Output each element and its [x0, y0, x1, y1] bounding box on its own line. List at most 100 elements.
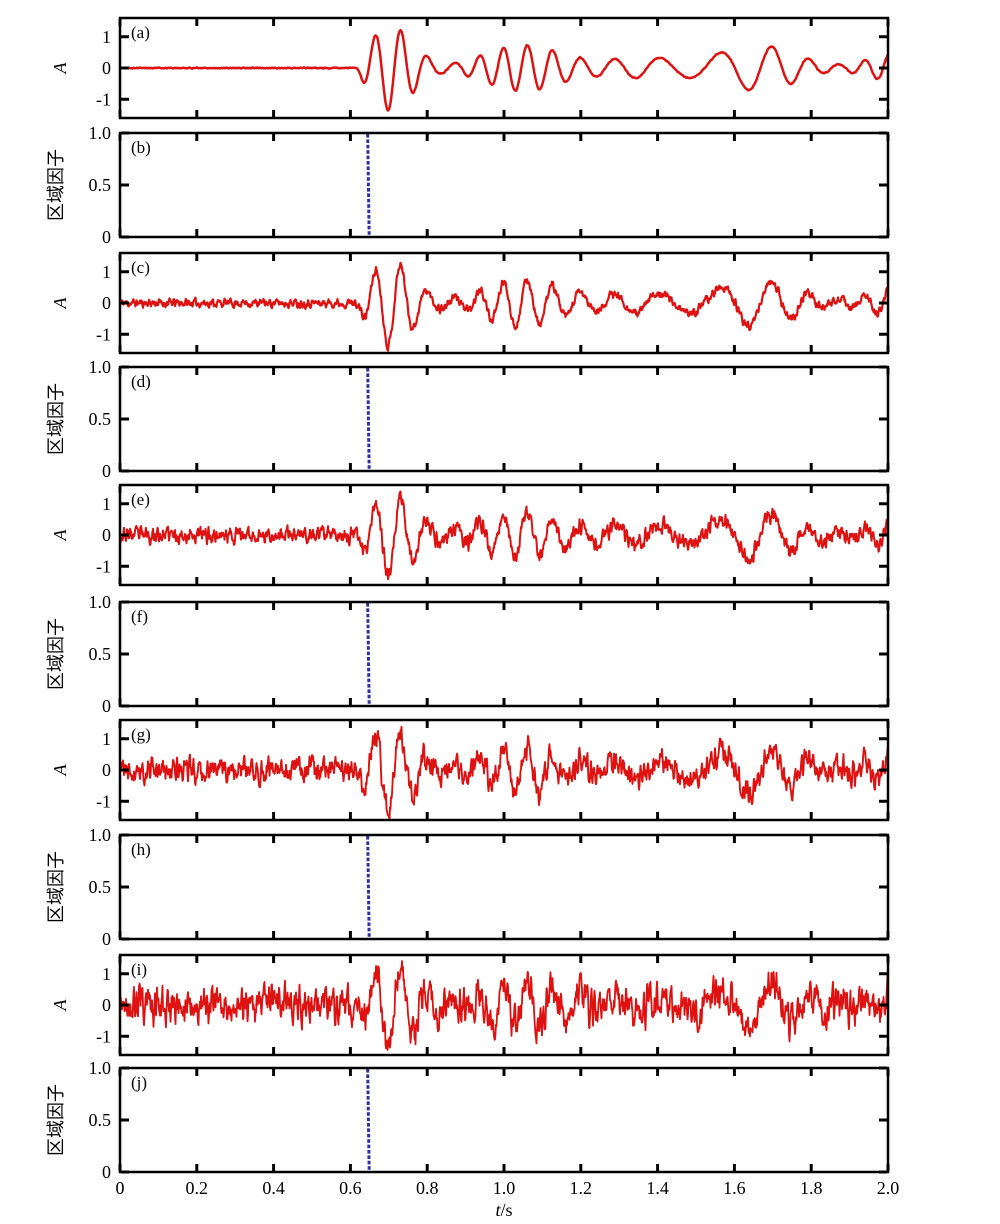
y-tick-label: 1 — [102, 729, 111, 749]
panel-frame — [118, 483, 890, 587]
panel-letter-label: (e) — [131, 490, 150, 509]
y-axis-title-f: 区域因子 — [46, 618, 66, 690]
y-tick-label: 0.5 — [89, 877, 112, 897]
y-tick-label: 1.0 — [89, 592, 112, 612]
y-tick-label: 1.0 — [89, 1058, 112, 1078]
signal-trace-i — [121, 960, 887, 1051]
y-tick-label: 0 — [102, 1162, 111, 1182]
panel-frame — [118, 1066, 890, 1174]
y-tick-label: 1.0 — [89, 357, 112, 377]
panel-frame — [118, 16, 890, 120]
panel-h: 1.0 0.5 0 (h) 区域因子 — [46, 825, 890, 949]
y-axis-title-g: A — [50, 764, 70, 777]
y-tick-label: -1 — [96, 89, 111, 109]
x-axis-title-variable: t — [495, 1200, 501, 1220]
panel-bg — [120, 1068, 888, 1172]
panel-a: 1 0 -1 (a) A — [50, 16, 890, 120]
panel-b: 1.0 0.5 0 (b) 区域因子 — [46, 123, 890, 247]
x-tick-label: 1.0 — [493, 1178, 516, 1198]
panel-letter-label: (g) — [131, 725, 151, 744]
panel-letter-label: (b) — [131, 138, 151, 157]
x-tick-label: 1.4 — [646, 1178, 669, 1198]
panel-e: 1 0 -1 (e) A — [50, 483, 890, 587]
region-factor-marker-h — [366, 835, 371, 939]
y-tick-label: -1 — [96, 791, 111, 811]
panel-bg — [120, 602, 888, 706]
panel-letter-label: (f) — [131, 607, 148, 626]
region-factor-marker-j — [366, 1068, 371, 1172]
y-tick-label: 0.5 — [89, 1110, 112, 1130]
panel-letter-label: (a) — [131, 23, 150, 42]
y-axis-title-h: 区域因子 — [46, 851, 66, 923]
y-axis-title-e: A — [50, 529, 70, 542]
panel-frame — [118, 131, 890, 239]
y-axis-title-d: 区域因子 — [46, 383, 66, 455]
y-tick-label: -1 — [96, 1026, 111, 1046]
panel-j: 1.0 0.5 0 (j) 区域因子 — [46, 1058, 890, 1182]
y-tick-label: 1 — [102, 964, 111, 984]
x-tick-label: 1.2 — [570, 1178, 593, 1198]
y-tick-label: 0 — [102, 995, 111, 1015]
panel-frame — [118, 833, 890, 941]
y-axis-title-c: A — [50, 297, 70, 310]
panel-letter-label: (j) — [131, 1073, 147, 1092]
panel-frame — [118, 365, 890, 473]
panel-c: 1 0 -1 (c) A — [50, 251, 890, 355]
panel-letter-label: (h) — [131, 840, 151, 859]
panel-d: 1.0 0.5 0 (d) 区域因子 — [46, 357, 890, 481]
y-tick-label: 0.5 — [89, 409, 112, 429]
y-axis-title-i: A — [50, 999, 70, 1012]
y-tick-label: 1.0 — [89, 123, 112, 143]
y-tick-label: 0 — [102, 293, 111, 313]
x-tick-label: 2.0 — [877, 1178, 900, 1198]
y-axis-title-a: A — [50, 62, 70, 75]
panel-bg — [120, 835, 888, 939]
y-tick-label: 1 — [102, 27, 111, 47]
x-axis-title: t/s — [495, 1200, 512, 1220]
panel-bg — [120, 133, 888, 237]
region-factor-marker-f — [366, 602, 371, 706]
y-tick-label: 0 — [102, 525, 111, 545]
signal-trace-c — [121, 261, 887, 352]
y-tick-label: 0 — [102, 461, 111, 481]
x-tick-label: 0 — [116, 1178, 125, 1198]
region-factor-marker-d — [366, 367, 371, 471]
x-tick-label: 0.6 — [339, 1178, 362, 1198]
x-tick-label: 0.2 — [186, 1178, 209, 1198]
y-tick-label: 1.0 — [89, 825, 112, 845]
panel-frame — [118, 251, 890, 355]
panel-frame — [118, 953, 890, 1057]
signal-trace-e — [121, 490, 887, 581]
y-tick-label: 1 — [102, 262, 111, 282]
x-axis-title-unit: /s — [501, 1200, 513, 1220]
panel-frame — [118, 718, 890, 822]
panel-letter-label: (d) — [131, 372, 151, 391]
panel-f: 1.0 0.5 0 (f) 区域因子 — [46, 592, 890, 716]
y-tick-label: 1 — [102, 494, 111, 514]
panel-i: 1 0 -1 (i) A — [50, 953, 890, 1057]
x-tick-label: 1.8 — [800, 1178, 823, 1198]
y-tick-label: 0.5 — [89, 644, 112, 664]
y-tick-label: 0 — [102, 929, 111, 949]
panel-bg — [120, 955, 888, 1055]
y-axis-title-b: 区域因子 — [46, 149, 66, 221]
y-axis-title-j: 区域因子 — [46, 1084, 66, 1156]
panel-bg — [120, 367, 888, 471]
y-tick-label: -1 — [96, 556, 111, 576]
y-tick-label: 0.5 — [89, 175, 112, 195]
x-tick-label: 0.8 — [416, 1178, 439, 1198]
y-tick-label: 0 — [102, 696, 111, 716]
panel-letter-label: (c) — [131, 258, 150, 277]
panel-letter-label: (i) — [131, 960, 147, 979]
x-tick-label: 0.4 — [262, 1178, 285, 1198]
signal-trace-g — [121, 725, 887, 819]
panel-frame — [118, 600, 890, 708]
region-factor-marker-b — [366, 133, 371, 237]
panel-g: 1 0 -1 (g) A — [50, 718, 890, 822]
signal-trace-a — [121, 28, 887, 112]
x-tick-label: 1.6 — [723, 1178, 746, 1198]
y-tick-label: 0 — [102, 227, 111, 247]
y-tick-label: 0 — [102, 760, 111, 780]
